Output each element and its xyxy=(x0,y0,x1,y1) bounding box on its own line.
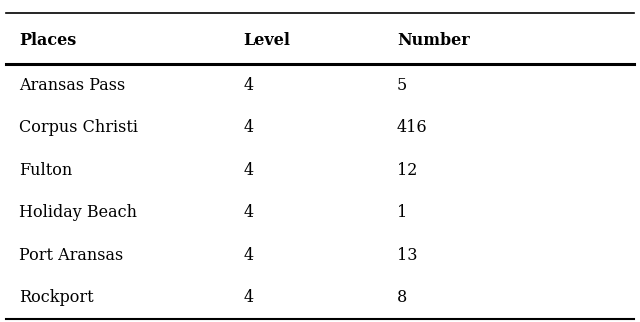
Text: Places: Places xyxy=(19,32,76,49)
Text: 4: 4 xyxy=(243,247,253,264)
Text: 8: 8 xyxy=(397,289,407,306)
Text: 12: 12 xyxy=(397,162,417,179)
Text: 4: 4 xyxy=(243,289,253,306)
Text: 416: 416 xyxy=(397,119,428,137)
Text: Number: Number xyxy=(397,32,470,49)
Text: 5: 5 xyxy=(397,77,407,94)
Text: Aransas Pass: Aransas Pass xyxy=(19,77,125,94)
Text: 4: 4 xyxy=(243,119,253,137)
Text: 1: 1 xyxy=(397,204,407,221)
Text: Port Aransas: Port Aransas xyxy=(19,247,124,264)
Text: Rockport: Rockport xyxy=(19,289,94,306)
Text: 4: 4 xyxy=(243,77,253,94)
Text: 4: 4 xyxy=(243,162,253,179)
Text: 13: 13 xyxy=(397,247,417,264)
Text: Holiday Beach: Holiday Beach xyxy=(19,204,137,221)
Text: Fulton: Fulton xyxy=(19,162,72,179)
Text: Corpus Christi: Corpus Christi xyxy=(19,119,138,137)
Text: Level: Level xyxy=(243,32,290,49)
Text: 4: 4 xyxy=(243,204,253,221)
